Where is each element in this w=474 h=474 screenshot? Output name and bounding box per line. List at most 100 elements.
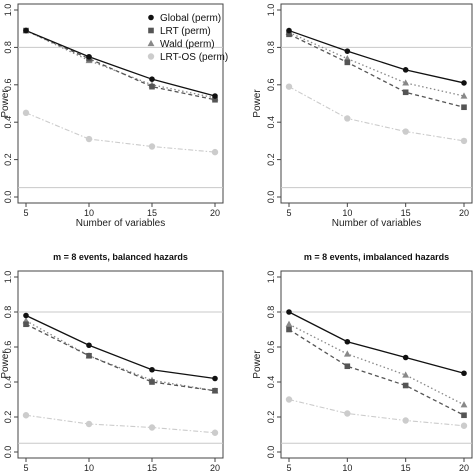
series-line-3: [288, 31, 465, 97]
series-line-2: [25, 323, 216, 392]
data-point: [212, 387, 218, 394]
x-tick-label: 5: [23, 463, 28, 473]
data-point: [212, 93, 218, 99]
y-axis-label: Power: [252, 350, 263, 379]
x-tick-label: 15: [147, 463, 157, 473]
data-point: [344, 59, 351, 66]
y-tick-label: 0.4: [3, 116, 13, 129]
data-point: [344, 363, 351, 370]
y-axis-label: Power: [0, 350, 11, 379]
data-point: [460, 422, 468, 429]
data-point: [211, 429, 219, 436]
series-line-2: [25, 29, 216, 101]
legend-label: LRT-OS (perm): [160, 52, 228, 63]
series-line-1: [25, 314, 216, 380]
panel-2: 0.0 0.2 0.4 0.6 0.8 1.0 5 10 15 20 Number of varia…: [252, 3, 473, 229]
legend-marker: [148, 27, 154, 34]
legend-marker: [147, 53, 155, 60]
x-tick-label: 10: [342, 208, 352, 218]
data-point: [344, 338, 351, 345]
y-tick-label: 0.4: [3, 376, 13, 389]
data-point: [402, 417, 409, 424]
series-line-4: [25, 414, 216, 434]
y-tick-label: 0.4: [266, 116, 276, 129]
data-point: [402, 371, 410, 378]
x-tick-label: 10: [84, 463, 94, 473]
data-point: [149, 366, 155, 373]
data-point: [148, 143, 156, 150]
data-point: [402, 382, 409, 389]
y-tick-label: 0.2: [3, 153, 13, 166]
data-point: [343, 350, 351, 357]
data-point: [286, 31, 292, 38]
x-tick-label: 15: [401, 463, 411, 473]
data-point: [461, 104, 467, 111]
series-line-2: [288, 328, 465, 416]
data-point: [149, 76, 155, 82]
y-tick-label: 0.8: [3, 306, 13, 319]
data-point: [402, 79, 410, 86]
data-point: [86, 342, 92, 349]
y-tick-label: 0.6: [3, 341, 13, 354]
data-point: [460, 401, 468, 408]
data-point: [461, 370, 467, 377]
legend-label: Wald (perm): [160, 39, 215, 50]
panel-3: 0.0 0.2 0.4 0.6 0.8 1.0 5 10 15 20 Power m = 8 even…: [0, 252, 224, 473]
data-point: [344, 410, 351, 417]
plot-frame: [280, 270, 473, 459]
data-point: [23, 321, 29, 328]
data-point: [285, 83, 293, 90]
data-point: [286, 309, 292, 315]
x-tick-label: 5: [286, 463, 291, 473]
y-tick-label: 0.8: [3, 41, 13, 54]
data-point: [402, 128, 409, 135]
panel-title: m = 8 events, balanced hazards: [53, 252, 188, 262]
data-point: [149, 379, 155, 385]
y-tick-label: 0.6: [3, 79, 13, 92]
y-tick-label: 0.6: [266, 79, 276, 92]
data-point: [402, 67, 409, 73]
data-point: [85, 135, 93, 143]
data-point: [402, 354, 409, 361]
series-line-3: [288, 323, 465, 406]
panel-4: 0.0 0.2 0.4 0.6 0.8 1.0 5 10 15 20 Power m = 8 even…: [252, 252, 473, 473]
y-tick-label: 0.2: [3, 411, 13, 424]
data-point: [86, 53, 92, 60]
y-tick-label: 0.2: [266, 153, 276, 166]
legend-marker: [147, 39, 155, 47]
x-tick-label: 20: [459, 208, 469, 218]
data-point: [86, 352, 92, 359]
legend-label: Global (perm): [160, 13, 221, 24]
y-tick-label: 1.0: [3, 4, 13, 17]
data-point: [23, 27, 29, 34]
plot-frame: [17, 3, 224, 204]
y-axis-label: Power: [252, 89, 263, 118]
data-point: [22, 109, 30, 117]
y-tick-label: 0.2: [266, 411, 276, 424]
data-point: [344, 48, 351, 54]
data-point: [211, 148, 219, 156]
x-tick-label: 15: [147, 208, 157, 218]
series-line-1: [288, 311, 465, 374]
x-tick-label: 20: [459, 463, 469, 473]
data-point: [286, 326, 292, 333]
y-tick-label: 1.0: [266, 271, 276, 284]
data-point: [148, 424, 156, 431]
series-line-4: [25, 112, 216, 153]
data-point: [149, 83, 155, 90]
y-axis-label: Power: [0, 89, 11, 118]
x-tick-label: 10: [84, 208, 94, 218]
y-tick-label: 0.8: [266, 306, 276, 319]
y-tick-label: 0.0: [266, 191, 276, 204]
plot-frame: [280, 3, 473, 204]
y-tick-label: 0.4: [266, 376, 276, 389]
x-tick-label: 15: [401, 208, 411, 218]
data-point: [460, 92, 468, 99]
data-point: [460, 137, 468, 145]
data-point: [344, 115, 351, 122]
x-tick-label: 5: [286, 208, 291, 218]
y-tick-label: 0.0: [3, 191, 13, 204]
data-point: [402, 89, 409, 96]
series-line-3: [25, 320, 216, 392]
